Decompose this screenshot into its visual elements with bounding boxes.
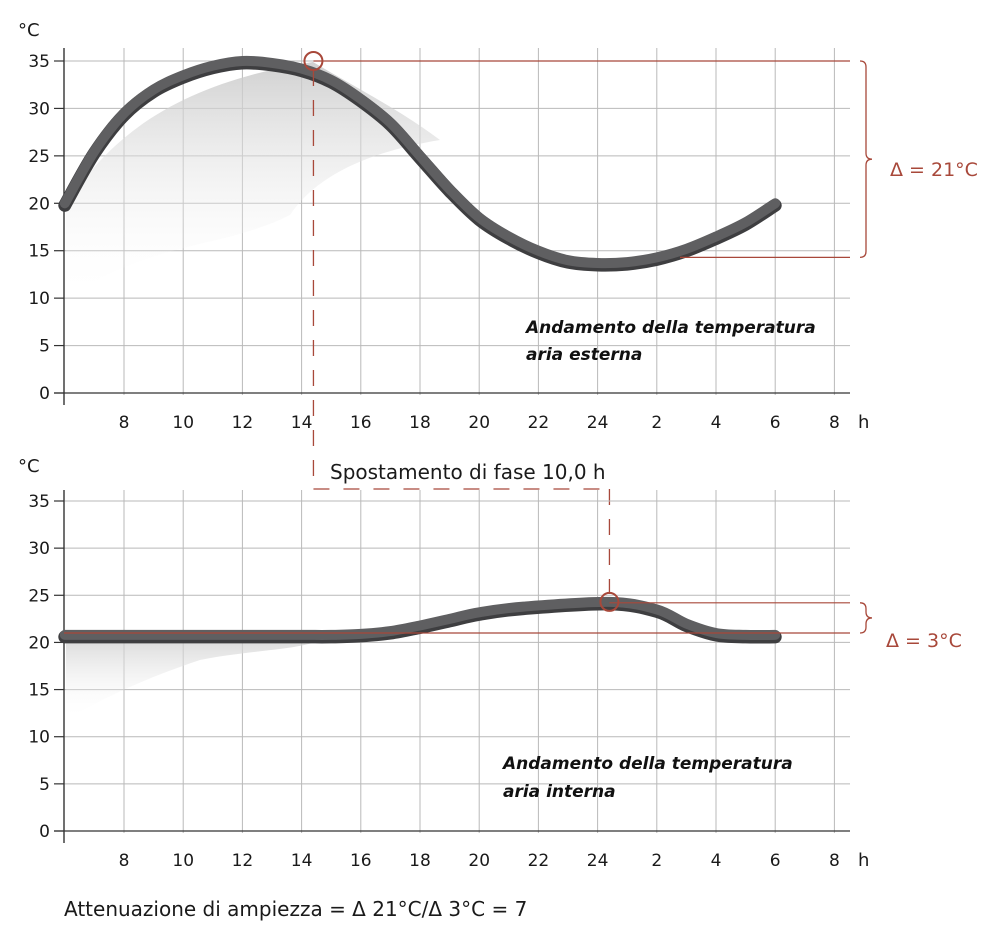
x-tick-label: 6 (770, 413, 781, 433)
x-tick-label: 8 (119, 851, 130, 871)
range-brace (859, 602, 873, 634)
x-tick-label: 4 (711, 851, 722, 871)
outdoor-x-unit: h (858, 412, 869, 433)
x-tick-label: 18 (409, 413, 431, 433)
series-line (59, 55, 781, 269)
x-tick-label: 16 (350, 851, 372, 871)
x-tick-label: 14 (291, 851, 313, 871)
outdoor-caption-line-2: aria esterna (526, 345, 642, 365)
y-tick-label: 10 (28, 289, 50, 309)
outdoor-delta-label: Δ = 21°C (890, 159, 978, 181)
x-tick-label: 18 (409, 851, 431, 871)
indoor-x-unit: h (858, 850, 869, 871)
y-tick-label: 15 (28, 242, 50, 262)
y-tick-label: 30 (28, 99, 50, 119)
y-tick-label: 30 (28, 539, 50, 559)
x-tick-label: 8 (119, 413, 130, 433)
x-tick-label: 6 (770, 851, 781, 871)
x-tick-label: 10 (172, 851, 194, 871)
amplitude-attenuation-text: Attenuazione di ampiezza = Δ 21°C/Δ 3°C … (64, 897, 527, 921)
x-tick-label: 20 (468, 413, 490, 433)
y-tick-label: 10 (28, 728, 50, 748)
y-tick-label: 5 (39, 337, 50, 357)
x-tick-label: 8 (829, 413, 840, 433)
phase-shift-label: Spostamento di fase 10,0 h (330, 460, 606, 484)
x-tick-label: 14 (291, 413, 313, 433)
y-tick-label: 15 (28, 681, 50, 701)
outdoor-caption-line-1: Andamento della temperatura (524, 318, 816, 338)
indoor-caption-line-2: aria interna (503, 782, 616, 802)
outdoor-chart-annotations (303, 51, 873, 594)
indoor-chart-shading (66, 640, 320, 720)
indoor-chart-annotations (64, 591, 873, 634)
x-tick-label: 2 (651, 413, 662, 433)
indoor-chart-y-tick-labels: 0 5 10 15 20 25 30 35 (28, 492, 50, 842)
indoor-y-unit: °C (18, 456, 40, 477)
y-tick-label: 0 (39, 822, 50, 842)
indoor-chart-x-tick-labels: 8 10 12 14 16 18 20 22 24 2 4 6 8 (119, 851, 840, 871)
y-tick-label: 35 (28, 52, 50, 72)
series-line (59, 596, 781, 641)
x-tick-label: 4 (711, 413, 722, 433)
range-brace (859, 60, 873, 259)
x-tick-label: 10 (172, 413, 194, 433)
x-tick-label: 24 (587, 851, 609, 871)
x-tick-label: 22 (528, 851, 550, 871)
indoor-delta-label: Δ = 3°C (886, 630, 962, 652)
x-tick-label: 8 (829, 851, 840, 871)
curve-shadow (66, 62, 440, 300)
indoor-temperature-series (58, 596, 782, 644)
y-tick-label: 20 (28, 633, 50, 653)
y-tick-label: 35 (28, 492, 50, 512)
outdoor-chart-shading (66, 62, 440, 300)
outdoor-temperature-series (58, 55, 782, 272)
x-tick-label: 2 (651, 851, 662, 871)
x-tick-label: 12 (232, 413, 254, 433)
outdoor-y-unit: °C (18, 20, 40, 41)
x-tick-label: 12 (232, 851, 254, 871)
y-tick-label: 0 (39, 384, 50, 404)
x-tick-label: 16 (350, 413, 372, 433)
curve-shadow (66, 640, 320, 720)
x-tick-label: 22 (528, 413, 550, 433)
peak-marker (599, 591, 620, 612)
indoor-caption-line-1: Andamento della temperatura (501, 754, 793, 774)
indoor-chart-axes (54, 490, 850, 843)
x-tick-label: 20 (468, 851, 490, 871)
x-tick-label: 24 (587, 413, 609, 433)
y-tick-label: 5 (39, 775, 50, 795)
outdoor-chart-axes (54, 48, 850, 405)
y-tick-label: 25 (28, 147, 50, 167)
outdoor-chart-x-tick-labels: 8 10 12 14 16 18 20 22 24 2 4 6 8 (119, 413, 840, 433)
y-tick-label: 20 (28, 194, 50, 214)
y-tick-label: 25 (28, 586, 50, 606)
outdoor-chart-y-tick-labels: 0 5 10 15 20 25 30 35 (28, 52, 50, 404)
